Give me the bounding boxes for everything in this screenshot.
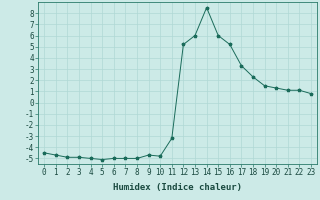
X-axis label: Humidex (Indice chaleur): Humidex (Indice chaleur) <box>113 183 242 192</box>
